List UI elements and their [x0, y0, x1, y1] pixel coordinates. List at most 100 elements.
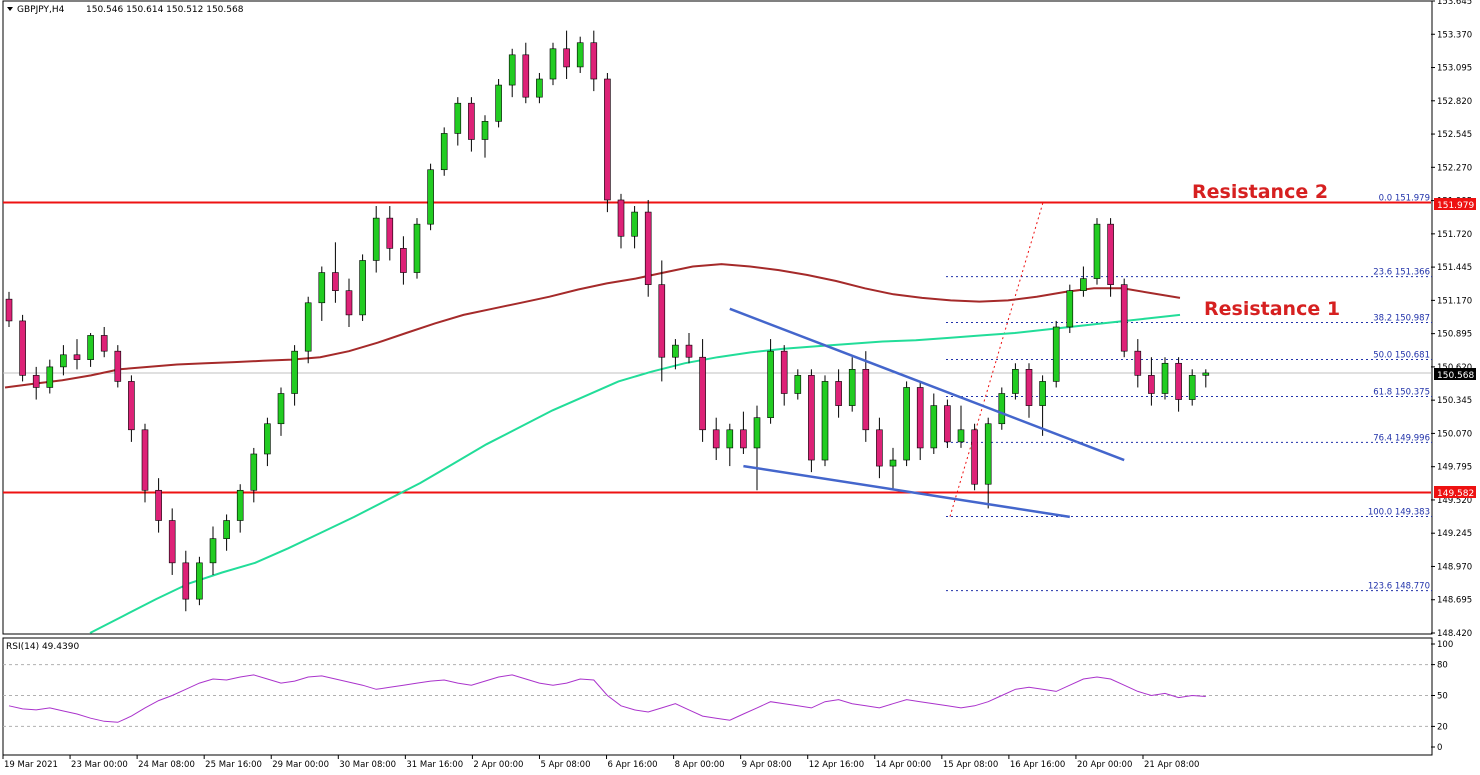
time-tick-label: 14 Apr 00:00 — [876, 760, 931, 770]
candle-body — [957, 429, 965, 443]
candle-body — [889, 459, 897, 467]
candle-body — [848, 369, 856, 406]
candle-body — [277, 393, 285, 425]
price-tick-label: 152.270 — [1437, 163, 1472, 173]
resistance-2-label: Resistance 2 — [1192, 181, 1328, 203]
moving-averages-layer — [4, 263, 1181, 634]
time-tick-label: 31 Mar 16:00 — [406, 760, 463, 770]
candle-body — [291, 350, 298, 394]
price-axis-layer: 153.645 153.370 153.095 152.820 152.545 152.2… — [1431, 0, 1472, 639]
candle-body — [304, 302, 312, 352]
candle-body — [1188, 375, 1196, 400]
candle-body — [400, 248, 407, 273]
candle-body — [604, 78, 611, 201]
candle-body — [5, 298, 13, 322]
time-tick-label: 9 Apr 08:00 — [742, 760, 792, 770]
candle-body — [427, 169, 434, 225]
price-tick-label: 151.445 — [1437, 263, 1472, 273]
time-tick-label: 16 Apr 16:00 — [1010, 760, 1065, 770]
candle-body — [468, 102, 475, 140]
time-tick-label: 30 Mar 08:00 — [339, 760, 396, 770]
price-tick-label: 153.370 — [1437, 30, 1472, 40]
candle-body — [481, 121, 489, 140]
candle-body — [549, 48, 557, 80]
candle-body — [794, 375, 802, 394]
dropdown-triangle-icon[interactable] — [7, 7, 13, 11]
price-tick-label: 153.645 — [1437, 0, 1472, 7]
price-tick-label: 152.820 — [1437, 97, 1472, 107]
price-tick-label: 149.520 — [1437, 496, 1472, 506]
candle-body — [536, 78, 543, 98]
candle-body — [318, 272, 326, 304]
candle-body — [440, 133, 448, 171]
fib-label-0: 0.0 151.979 — [1379, 194, 1430, 204]
candle-body — [345, 290, 353, 316]
candle-body — [1080, 278, 1087, 291]
candle-body — [386, 217, 394, 249]
time-tick-label: 8 Apr 00:00 — [675, 760, 725, 770]
resistance-price-tag — [1434, 198, 1476, 210]
candle-body — [672, 344, 679, 358]
candle-body — [32, 375, 40, 388]
candle-body — [767, 350, 774, 418]
current-price-tag — [1434, 368, 1476, 380]
candle-body — [359, 260, 366, 316]
price-tick-label: 148.420 — [1437, 629, 1472, 639]
candles-layer — [5, 30, 1210, 612]
rsi-label: RSI(14) 49.4390 — [6, 642, 79, 652]
candle-body — [753, 417, 761, 449]
candle-body — [590, 42, 598, 80]
candle-body — [930, 405, 938, 449]
candle-body — [46, 366, 54, 388]
candle-body — [100, 335, 108, 352]
candle-body — [128, 381, 135, 431]
candle-body — [495, 84, 502, 122]
candle-body — [808, 375, 815, 461]
candle-body — [984, 423, 992, 485]
fib-label-1: 23.6 151.366 — [1373, 268, 1430, 278]
fib-label-6: 100.0 149.383 — [1368, 508, 1430, 518]
candle-body — [1161, 362, 1169, 394]
candle-body — [835, 381, 842, 406]
candle-body — [1039, 381, 1046, 406]
rsi-tick-label: 0 — [1437, 743, 1442, 753]
rsi-layer: 100 80 50 20 0 — [3, 640, 1453, 753]
candle-body — [576, 42, 584, 68]
candle-body — [1052, 326, 1060, 382]
candle-body — [862, 369, 870, 431]
rsi-line — [8, 674, 1206, 723]
fib-label-2: 38.2 150.987 — [1373, 314, 1430, 324]
candle-body — [60, 354, 67, 368]
candle-body — [726, 429, 734, 449]
rsi-pane-frame — [2, 637, 1433, 756]
candle-body — [209, 538, 217, 564]
time-tick-label: 20 Apr 00:00 — [1077, 760, 1132, 770]
candle-body — [508, 54, 516, 86]
ohlc-readout: 150.546 150.614 150.512 150.568 — [86, 5, 244, 15]
candle-body — [19, 320, 26, 376]
time-tick-label: 21 Apr 08:00 — [1144, 760, 1199, 770]
candle-body — [114, 350, 122, 382]
time-tick-label: 25 Mar 16:00 — [205, 760, 262, 770]
trendline-upper — [729, 307, 1125, 462]
candle-body — [944, 405, 951, 443]
candle-body — [1202, 372, 1210, 376]
fib-label-7: 123.6 148.770 — [1368, 582, 1430, 592]
candle-body — [1120, 284, 1128, 352]
candle-body — [1175, 362, 1182, 400]
ma-fast-line — [89, 313, 1181, 634]
candle-body — [971, 429, 978, 485]
candle-body — [1066, 290, 1074, 328]
candle-body — [644, 211, 652, 285]
current-price-tag-text: 150.568 — [1437, 371, 1474, 381]
candle-body — [413, 223, 421, 273]
candle-body — [236, 489, 244, 521]
candle-body — [685, 344, 693, 358]
time-axis-layer: 19 Mar 2021 23 Mar 00:00 24 Mar 08:00 25 Ma… — [2, 755, 1199, 770]
candle-body — [821, 381, 829, 461]
resistance-1-label: Resistance 1 — [1204, 298, 1340, 320]
price-tick-label: 149.245 — [1437, 529, 1472, 539]
fibonacci-layer: 0.0 151.979 23.6 151.366 38.2 150.987 50.0 … — [946, 194, 1432, 592]
candle-body — [1148, 375, 1155, 394]
